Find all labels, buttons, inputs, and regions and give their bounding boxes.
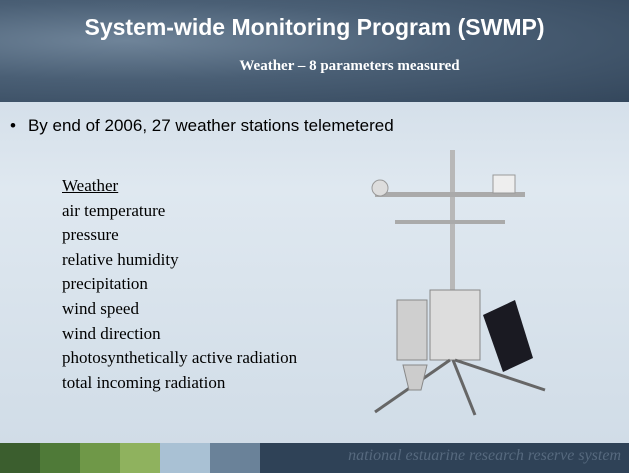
list-item: pressure [62, 223, 297, 248]
list-item: precipitation [62, 272, 297, 297]
title: System-wide Monitoring Program (SWMP) [0, 14, 629, 41]
list-item: total incoming radiation [62, 371, 297, 396]
weather-station-image [355, 150, 555, 420]
list-item: wind direction [62, 322, 297, 347]
slide: System-wide Monitoring Program (SWMP) We… [0, 0, 629, 473]
list-item: relative humidity [62, 248, 297, 273]
bullet: By end of 2006, 27 weather stations tele… [10, 116, 394, 136]
footer-tiles [0, 443, 260, 473]
list-item: photosynthetically active radiation [62, 346, 297, 371]
subtitle: Weather – 8 parameters measured [0, 58, 629, 75]
list-item: wind speed [62, 297, 297, 322]
list-heading: Weather [62, 174, 297, 199]
list-item: air temperature [62, 199, 297, 224]
footer-text: national estuarine research reserve syst… [348, 447, 621, 465]
